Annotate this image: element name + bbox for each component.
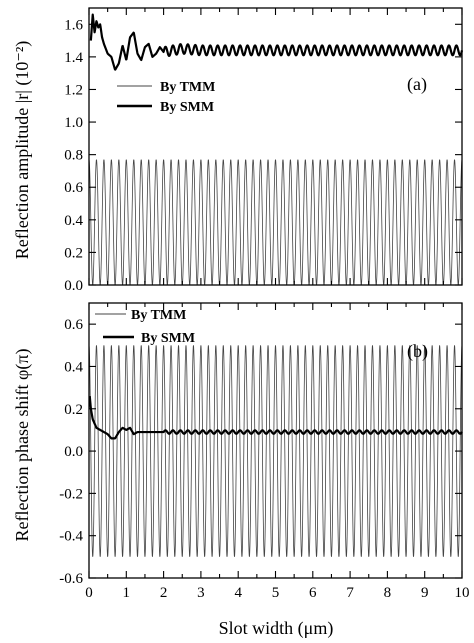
y-tick-label-a-7: 1.4 xyxy=(64,50,83,66)
x-axis-title: Slot width (μm) xyxy=(219,618,334,639)
y-tick-label-a-1: 0.2 xyxy=(64,245,83,261)
series-tmm-line-b xyxy=(88,345,463,557)
x-tick-label-6: 6 xyxy=(309,585,317,601)
y-tick-label-a-6: 1.2 xyxy=(64,82,83,98)
legend-smm-label-b: By SMM xyxy=(141,331,195,346)
x-tick-label-2: 2 xyxy=(160,585,168,601)
panel-a-ylabel: Reflection amplitude |r| (10⁻²) xyxy=(12,41,33,260)
y-tick-label-a-8: 1.6 xyxy=(64,17,83,33)
legend-smm-label-a: By SMM xyxy=(160,100,214,115)
y-tick-label-b-3: 0.0 xyxy=(64,444,83,460)
y-tick-label-b-6: 0.6 xyxy=(64,317,83,333)
y-tick-label-a-0: 0.0 xyxy=(64,278,83,294)
y-tick-label-b-0: -0.6 xyxy=(59,571,83,587)
legend-tmm-label-a: By TMM xyxy=(160,80,215,95)
y-tick-label-a-3: 0.6 xyxy=(64,180,83,196)
x-tick-label-10: 10 xyxy=(455,585,470,601)
y-tick-label-b-4: 0.2 xyxy=(64,402,83,418)
y-tick-label-a-4: 0.8 xyxy=(64,148,83,164)
y-tick-label-b-1: -0.4 xyxy=(59,529,83,545)
panel-b-tag: (b) xyxy=(407,341,428,362)
x-tick-label-8: 8 xyxy=(384,585,392,601)
panel-b-chart: 0 1 2 3 4 5 6 7 8 9 10 -0.6 -0.4 -0.2 0.0 0.2 0.4 0.6 By … xyxy=(12,302,470,601)
x-tick-label-5: 5 xyxy=(272,585,280,601)
panel-b-ylabel: Reflection phase shift φ(π) xyxy=(12,349,33,542)
x-tick-label-0: 0 xyxy=(85,585,93,601)
x-tick-label-3: 3 xyxy=(197,585,205,601)
y-tick-label-a-5: 1.0 xyxy=(64,115,83,131)
series-smm-line-b xyxy=(88,395,463,440)
panel-a-tag: (a) xyxy=(407,74,427,95)
x-tick-label-4: 4 xyxy=(234,585,242,601)
y-tick-label-a-2: 0.4 xyxy=(64,213,83,229)
x-tick-label-9: 9 xyxy=(421,585,429,601)
y-tick-label-b-2: -0.2 xyxy=(59,486,83,502)
series-smm-line-a xyxy=(89,13,464,71)
y-tick-label-b-5: 0.4 xyxy=(64,359,83,375)
panel-a-legend: By TMM By SMM xyxy=(117,80,215,115)
x-tick-label-1: 1 xyxy=(123,585,131,601)
legend-tmm-label-b: By TMM xyxy=(131,308,186,323)
series-tmm-line-a xyxy=(88,159,463,286)
panel-b-legend: By TMM By SMM xyxy=(95,308,195,346)
panel-a-chart: 0.0 0.2 0.4 0.6 0.8 1.0 1.2 1.4 1.6 By TMM By SM… xyxy=(12,7,464,294)
x-tick-label-7: 7 xyxy=(346,585,354,601)
